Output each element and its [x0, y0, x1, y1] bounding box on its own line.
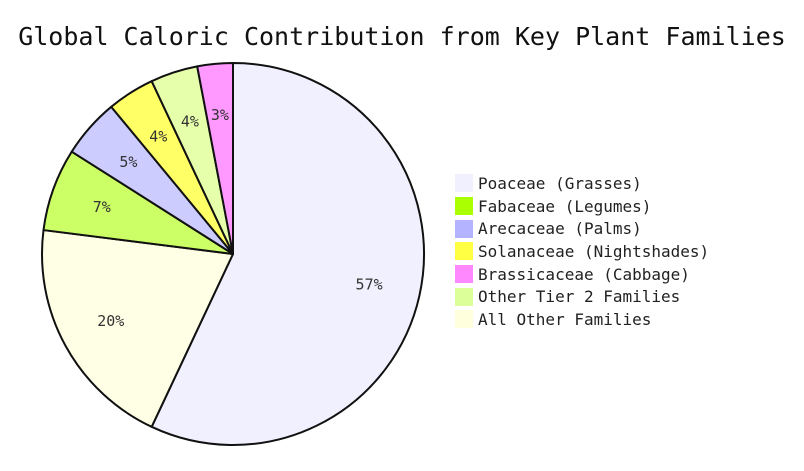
slice-label-fabaceae-legumes: 7%: [93, 198, 111, 216]
slice-all-other-families: [41, 229, 234, 428]
legend-swatch: [455, 219, 473, 238]
legend-swatch: [455, 265, 473, 284]
legend-label: Brassicaceae (Cabbage): [478, 264, 690, 284]
slice-poaceae-grasses: [150, 62, 425, 446]
legend-label: All Other Families: [478, 309, 652, 329]
legend-swatch: [455, 174, 473, 193]
slice-label-poaceae-grasses: 57%: [356, 275, 383, 293]
slice-label-brassicaceae-cabbage: 3%: [211, 106, 229, 124]
legend-item-all-other-families: All Other Families: [455, 308, 709, 331]
chart-title: Global Caloric Contribution from Key Pla…: [18, 22, 786, 51]
legend-label: Arecaceae (Palms): [478, 219, 642, 239]
legend-item-fabaceae-legumes: Fabaceae (Legumes): [455, 195, 709, 218]
pie-slices: [41, 62, 425, 446]
legend-item-solanaceae-nightshades: Solanaceae (Nightshades): [455, 240, 709, 263]
legend-swatch: [455, 242, 473, 261]
legend: Poaceae (Grasses) Fabaceae (Legumes) Areca…: [455, 172, 709, 331]
legend-label: Fabaceae (Legumes): [478, 196, 652, 216]
legend-label: Poaceae (Grasses): [478, 173, 642, 193]
slice-label-solanaceae-nightshades: 4%: [149, 127, 167, 145]
legend-swatch: [455, 310, 473, 329]
legend-item-arecaceae-palms: Arecaceae (Palms): [455, 217, 709, 240]
legend-swatch: [455, 197, 473, 216]
slice-label-other-tier-2-families: 4%: [181, 112, 199, 130]
legend-item-other-tier-2-families: Other Tier 2 Families: [455, 285, 709, 308]
pie-labels: 57% 20% 7% 5% 4% 4% 3%: [93, 106, 383, 330]
legend-label: Solanaceae (Nightshades): [478, 241, 710, 261]
legend-label: Other Tier 2 Families: [478, 287, 681, 307]
legend-swatch: [455, 287, 473, 306]
legend-item-brassicaceae-cabbage: Brassicaceae (Cabbage): [455, 263, 709, 286]
slice-brassicaceae-cabbage: [196, 62, 234, 255]
slice-label-arecaceae-palms: 5%: [119, 153, 137, 171]
slice-label-all-other-families: 20%: [97, 312, 124, 330]
legend-item-poaceae-grasses: Poaceae (Grasses): [455, 172, 709, 195]
